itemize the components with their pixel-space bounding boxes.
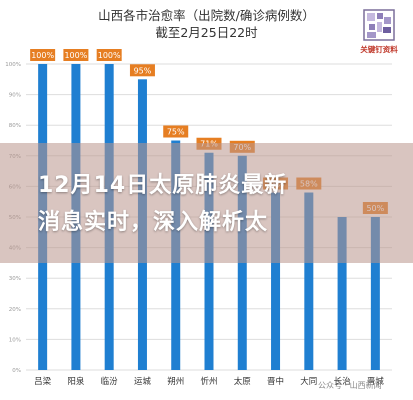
- data-label-box: [129, 64, 155, 77]
- data-label: 75%: [167, 128, 185, 137]
- x-tick-label: 运城: [134, 377, 152, 387]
- bar-大同: [304, 192, 314, 370]
- x-tick-label: 晋城: [367, 377, 385, 387]
- bar-长治: [337, 217, 347, 370]
- x-axis-ticks: 吕梁 阳泉 临汾 运城 朔州 忻州 太原 晋中 大同 长治 晋城: [34, 376, 384, 387]
- chart-title: 山西各市治愈率（出院数/确诊病例数）: [98, 8, 315, 23]
- headline-overlay: [0, 143, 413, 263]
- y-tick-label: 90%: [9, 93, 21, 99]
- data-label-box: [96, 49, 122, 61]
- x-tick-label: 忻州: [200, 376, 217, 387]
- data-label: 100%: [98, 51, 121, 60]
- headline-line-2: 消息实时，深入解析太: [38, 210, 269, 235]
- x-tick-label: 临汾: [101, 376, 119, 387]
- data-label: 100%: [31, 51, 54, 60]
- x-tick-label: 太原: [234, 376, 251, 387]
- data-label-box: [163, 125, 189, 138]
- x-tick-label: 大同: [300, 376, 317, 387]
- data-label: 95%: [134, 66, 152, 75]
- data-label: 100%: [64, 51, 87, 60]
- y-tick-label: 80%: [9, 123, 21, 129]
- bar-晋城: [370, 217, 380, 370]
- y-tick-label: 20%: [9, 307, 21, 313]
- x-tick-label: 朔州: [167, 376, 184, 387]
- y-tick-label: 30%: [9, 276, 21, 282]
- logo-text: 关键钉资料: [360, 45, 398, 54]
- y-tick-label: 10%: [9, 337, 21, 343]
- logo: 关键钉资料: [350, 8, 408, 56]
- chart-subtitle: 截至2月25日22时: [155, 25, 258, 40]
- x-tick-label: 晋中: [267, 376, 284, 387]
- watermark: 公众号 · 山西新闻: [318, 381, 382, 390]
- data-label-box: [63, 49, 89, 61]
- x-tick-label: 阳泉: [67, 376, 85, 387]
- mosaic-logo-icon: [363, 9, 395, 41]
- data-label-box: [30, 49, 56, 61]
- headline-line-1: 12月14日太原肺炎最新: [38, 173, 288, 198]
- x-tick-label: 吕梁: [34, 377, 52, 387]
- bar-晋中: [271, 192, 281, 370]
- y-tick-label: 0%: [12, 368, 21, 374]
- y-tick-label: 100%: [5, 62, 21, 68]
- x-tick-label: 长治: [334, 376, 352, 387]
